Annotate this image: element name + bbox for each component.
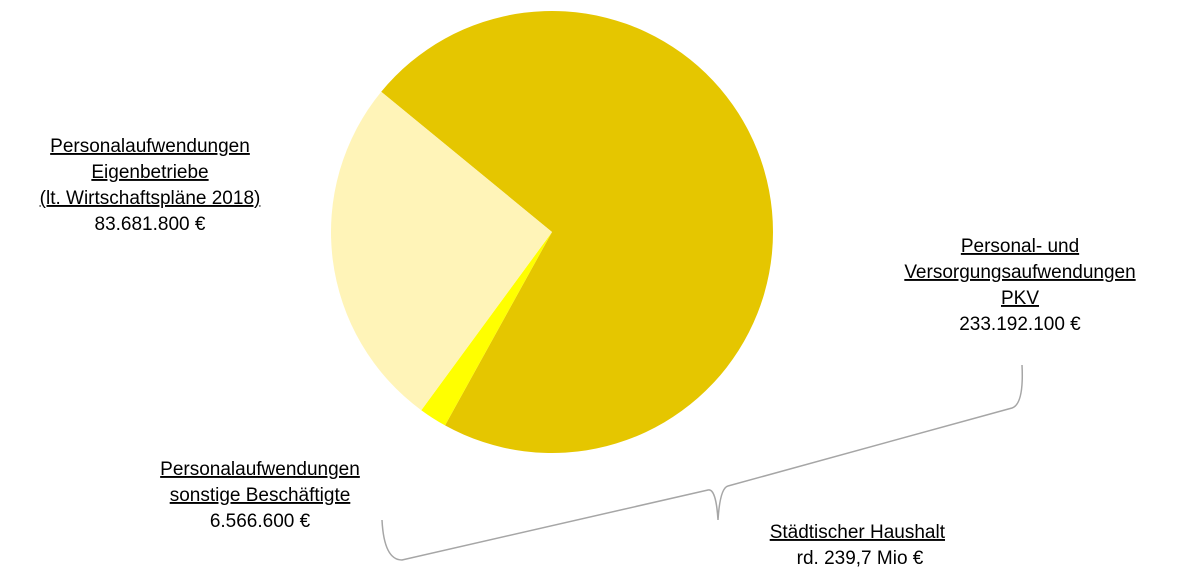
slice-label-line: sonstige Beschäftigte xyxy=(170,485,351,506)
slice-label-line: Personalaufwendungen xyxy=(50,136,250,157)
slice-label-line: Versorgungsaufwendungen xyxy=(904,262,1135,283)
slice-value-label: 6.566.600 € xyxy=(210,511,311,532)
slice-label-line: (lt. Wirtschaftspläne 2018) xyxy=(40,188,261,209)
annotation-line: rd. 239,7 Mio € xyxy=(797,548,924,569)
slice-label: Personal- und Versorgungsaufwendungen PKV 2… xyxy=(904,236,1135,335)
annotation-line: Städtischer Haushalt xyxy=(770,522,946,543)
brace xyxy=(381,364,1024,561)
slice-label: Personalaufwendungen sonstige Beschäftigt… xyxy=(160,459,360,532)
slice-label-line: Personal- und xyxy=(961,236,1079,257)
slice-value-label: 83.681.800 € xyxy=(95,214,206,235)
slice-value-label: 233.192.100 € xyxy=(959,314,1081,335)
slice-label-line: Eigenbetriebe xyxy=(91,162,208,183)
pie-slice xyxy=(381,10,774,453)
slice-label-line: Personalaufwendungen xyxy=(160,459,360,480)
slice-label: Personalaufwendungen Eigenbetriebe (lt. Wi… xyxy=(40,136,261,235)
pie-slice xyxy=(330,91,552,411)
pie-slice xyxy=(421,232,552,426)
slice-label-line: PKV xyxy=(1001,288,1039,309)
annotation: Städtischer Haushalt rd. 239,7 Mio € xyxy=(770,522,951,569)
